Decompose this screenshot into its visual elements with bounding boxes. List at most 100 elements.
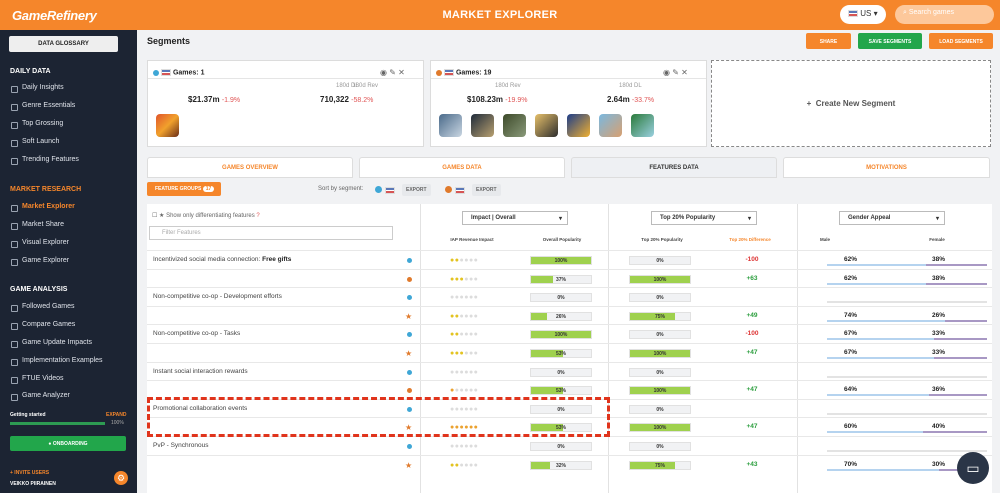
country-select[interactable]: US ▾ — [840, 5, 886, 24]
feature-name[interactable]: Non-competitive co-op - Tasks — [153, 330, 241, 338]
table-row[interactable]: ★ ●●●●●● 53% 100% +47 60% 40% — [147, 417, 992, 436]
feature-name[interactable]: Non-competitive co-op - Development effo… — [153, 293, 282, 301]
game-icon[interactable] — [156, 114, 179, 137]
save-segments-button[interactable]: SAVE SEGMENTS — [858, 33, 922, 49]
close-icon[interactable]: ✕ — [398, 68, 405, 77]
sidebar-item-market-share[interactable]: Market Share — [10, 221, 65, 230]
game-icon[interactable] — [535, 114, 558, 137]
tab-features-data[interactable]: FEATURES DATA — [571, 157, 777, 178]
edit-icon[interactable]: ✎ — [672, 68, 679, 77]
sidebar-item-ftue-videos[interactable]: FTUE Videos — [11, 375, 64, 384]
feature-name[interactable]: Incentivized social media connection: Fr… — [153, 256, 292, 263]
segment-marker — [407, 295, 412, 301]
sidebar-item-game-update-impacts[interactable]: Game Update Impacts — [10, 339, 93, 348]
col-top20-difference[interactable]: Top 20% Difference — [729, 237, 771, 242]
tab-games-data[interactable]: GAMES DATA — [359, 157, 565, 178]
male-percent: 62% — [844, 256, 858, 263]
sidebar-item-game-explorer[interactable]: Game Explorer — [10, 257, 70, 266]
edit-icon[interactable]: ✎ — [389, 68, 396, 77]
table-row[interactable]: ●●●●●● 37% 100% +63 62% 38% — [147, 268, 992, 288]
search-input[interactable]: ⌕ Search games — [895, 5, 994, 24]
tab-games-overview[interactable]: GAMES OVERVIEW — [147, 157, 353, 178]
invite-users-link[interactable]: + INVITE USERS — [10, 470, 50, 476]
export-button-1[interactable]: EXPORT — [402, 184, 431, 196]
sidebar-item-top-grossing[interactable]: Top Grossing — [10, 120, 64, 129]
table-row[interactable]: ★ ●●●●●● 32% 75% +43 70% 30% — [147, 454, 992, 474]
load-segments-button[interactable]: LOAD SEGMENTS — [929, 33, 993, 49]
col-overall-popularity[interactable]: Overall Popularity — [542, 237, 582, 242]
impact-dropdown[interactable]: Impact | Overall ▾ — [462, 211, 568, 225]
sort-segment-2-dot[interactable] — [445, 186, 452, 193]
feature-name[interactable]: Promotional collaboration events — [153, 404, 248, 412]
col-female[interactable]: Female — [929, 237, 945, 242]
onboarding-button[interactable]: ● ONBOARDING — [10, 436, 126, 451]
feature-groups-button[interactable]: FEATURE GROUPS 17 — [147, 182, 221, 196]
sidebar-item-game-analyzer[interactable]: Game Analyzer — [11, 392, 70, 401]
gender-appeal: 74% 26% — [827, 310, 987, 322]
tab-motivations[interactable]: MOTIVATIONS — [783, 157, 990, 178]
only-differentiating-checkbox[interactable]: ☐ ★ Show only differentiating features ? — [152, 213, 260, 219]
sort-segment-1-dot[interactable] — [375, 186, 382, 193]
feature-name[interactable]: Instant social interaction rewards — [153, 367, 248, 375]
game-icon[interactable] — [439, 114, 462, 137]
logo[interactable]: GameRefinery — [12, 8, 97, 23]
popularity-dropdown[interactable]: Top 20% Popularity ▾ — [651, 211, 757, 225]
top20-difference: +47 — [746, 423, 758, 431]
eye-icon[interactable]: ◉ — [663, 68, 670, 77]
sidebar: DATA GLOSSARY DAILY DATA Daily Insights … — [0, 30, 137, 493]
sidebar-item-market-explorer[interactable]: Market Explorer — [11, 203, 75, 212]
share-button[interactable]: SHARE — [806, 33, 851, 49]
col-iap-impact[interactable]: IAP Revenue Impact — [450, 237, 494, 242]
filter-features-input[interactable]: Filter Features — [149, 226, 393, 240]
feature-name[interactable]: PvP - Synchronous — [153, 442, 209, 449]
sidebar-item-compare-games[interactable]: Compare Games — [10, 321, 76, 330]
bar-fill — [531, 424, 563, 432]
segment-card-1[interactable]: Games: 1 ◉ ✎ ✕ 180d Rev $21.37m -1.9% 18… — [147, 60, 424, 147]
table-row[interactable]: Instant social interaction rewards ●●●●●… — [147, 361, 992, 381]
dl-change: -58.2% — [351, 97, 374, 104]
sidebar-item-visual-explorer[interactable]: Visual Explorer — [11, 239, 69, 248]
segment-marker — [407, 276, 412, 282]
female-percent: 30% — [932, 460, 946, 468]
overall-popularity-bar: 26% — [530, 311, 592, 321]
table-row[interactable]: PvP - Synchronous ●●●●●● 0% 0% — [147, 436, 992, 455]
chat-icon[interactable]: ▭ — [957, 452, 989, 484]
game-icon[interactable] — [503, 114, 526, 137]
gender-appeal: 67% 33% — [827, 328, 987, 341]
gender-appeal: 64% 36% — [827, 384, 987, 397]
create-segment-button[interactable]: + Create New Segment — [711, 60, 991, 147]
overall-popularity-bar: 100% — [530, 330, 592, 340]
divider — [148, 78, 423, 79]
overall-popularity-bar: 53% — [530, 386, 592, 396]
gender-dropdown[interactable]: Gender Appeal ▾ — [839, 211, 945, 225]
gear-icon[interactable]: ⚙ — [114, 471, 128, 485]
table-row[interactable]: Incentivized social media connection: Fr… — [147, 250, 992, 269]
gender-dropdown-label: Gender Appeal — [848, 215, 891, 221]
game-icon[interactable] — [631, 114, 654, 137]
expand-link[interactable]: EXPAND — [106, 412, 127, 418]
game-icon[interactable] — [599, 114, 622, 137]
data-glossary-button[interactable]: DATA GLOSSARY — [9, 36, 118, 52]
sidebar-item-soft-launch[interactable]: Soft Launch — [10, 138, 60, 147]
export-button-2[interactable]: EXPORT — [472, 184, 501, 196]
sidebar-item-followed-games[interactable]: Followed Games — [11, 303, 75, 312]
sidebar-item-genre-essentials[interactable]: Genre Essentials — [10, 102, 76, 111]
table-row[interactable]: ●●●●●● 53% 100% +47 64% 36% — [147, 380, 992, 399]
table-row[interactable]: Non-competitive co-op - Tasks ●●●●●● 100%… — [147, 324, 992, 343]
bar-label: 26% — [555, 313, 566, 320]
sidebar-item-implementation-examples[interactable]: Implementation Examples — [11, 357, 103, 366]
table-row[interactable]: ★ ●●●●●● 53% 100% +47 67% 33% — [147, 343, 992, 362]
segment-card-2[interactable]: Games: 19 ◉ ✎ ✕ 180d Rev $108.23m -19.9%… — [430, 60, 707, 147]
sidebar-item-trending-features[interactable]: Trending Features — [11, 156, 79, 165]
eye-icon[interactable]: ◉ — [380, 68, 387, 77]
close-icon[interactable]: ✕ — [681, 68, 688, 77]
bar-label: 53% — [555, 425, 566, 432]
dl-value: 710,322 -58.2% — [320, 95, 373, 104]
game-icon[interactable] — [567, 114, 590, 137]
game-icon[interactable] — [471, 114, 494, 137]
table-row[interactable]: ★ ●●●●●● 26% 75% +49 74% 26% — [147, 305, 992, 325]
sidebar-item-daily-insights[interactable]: Daily Insights — [11, 84, 64, 93]
col-male[interactable]: Male — [819, 237, 830, 242]
col-top20-popularity[interactable]: Top 20% Popularity — [641, 237, 683, 242]
table-row[interactable]: Non-competitive co-op - Development effo… — [147, 287, 992, 306]
